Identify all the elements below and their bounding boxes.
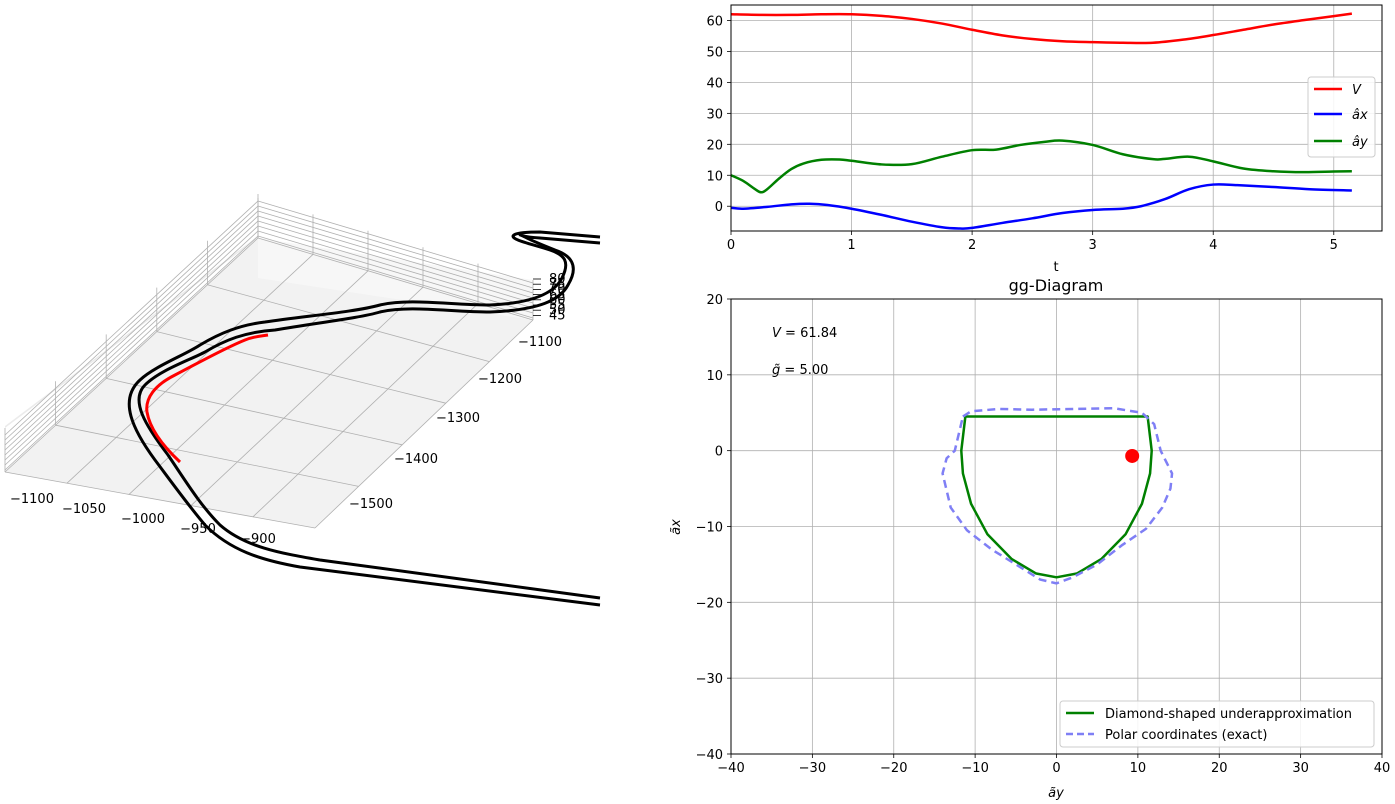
wall-grid-line bbox=[4, 220, 259, 456]
gg-x-tick: 10 bbox=[1130, 761, 1147, 776]
floor-grid-line bbox=[207, 284, 490, 362]
gg-x-tick: 40 bbox=[1374, 761, 1391, 776]
gg-y-tick: −10 bbox=[696, 521, 723, 536]
track-y-tick: −1200 bbox=[478, 372, 522, 387]
ts-series-line-2 bbox=[730, 139, 1352, 194]
floor-grid-line bbox=[314, 319, 534, 529]
ts-x-tick: 1 bbox=[847, 238, 855, 253]
ts-y-tick: 0 bbox=[715, 200, 723, 215]
gg-legend: Diamond-shaped underapproximation Polar … bbox=[1059, 700, 1375, 748]
wall-grid-line bbox=[4, 215, 259, 451]
ts-xlabel: t bbox=[1053, 260, 1058, 275]
gg-y-tick: 20 bbox=[706, 293, 723, 308]
gg-current-point bbox=[1125, 448, 1140, 463]
track-3d-plot: −1100−1050−1000−950−900−1100−1200−1300−1… bbox=[4, 194, 601, 607]
gg-x-tick: 30 bbox=[1292, 761, 1309, 776]
ts-y-tick: 50 bbox=[706, 45, 723, 60]
floor-grid-line bbox=[252, 303, 479, 518]
ts-series-line-1 bbox=[730, 183, 1352, 230]
driven-path bbox=[145, 333, 269, 464]
gg-x-tick: −40 bbox=[717, 761, 744, 776]
ts-legend: V âx ây bbox=[1307, 76, 1376, 158]
ts-x-tick: 3 bbox=[1089, 238, 1097, 253]
ts-y-tick: 30 bbox=[706, 107, 723, 122]
gg-x-tick: −30 bbox=[799, 761, 826, 776]
track-z-tick: 55 bbox=[549, 298, 566, 313]
wall-grid-line bbox=[4, 210, 259, 446]
track-boundary-outer bbox=[137, 233, 601, 600]
wall-grid-line bbox=[257, 220, 534, 304]
gg-series-line-0 bbox=[960, 415, 1153, 579]
ts-y-tick: 10 bbox=[706, 169, 723, 184]
wall-grid-line bbox=[4, 200, 259, 436]
wall-grid-line bbox=[4, 230, 259, 466]
gg-annotation-g: g̃ = 5.00 bbox=[772, 363, 828, 378]
ts-y-tick: 20 bbox=[706, 138, 723, 153]
ts-legend-ax: âx bbox=[1352, 108, 1368, 123]
floor-grid-line bbox=[4, 471, 316, 529]
ts-x-tick: 0 bbox=[727, 238, 735, 253]
wall-grid-line bbox=[257, 205, 534, 289]
gg-xlabel: ãy bbox=[1048, 786, 1064, 801]
wall-grid-line bbox=[257, 225, 534, 309]
gg-ylabel: ãx bbox=[669, 519, 684, 535]
track-z-tick: 50 bbox=[549, 303, 566, 318]
gg-grid bbox=[730, 298, 1383, 755]
ts-y-tick: 40 bbox=[706, 76, 723, 91]
floor-grid-line bbox=[190, 286, 424, 506]
gg-y-tick: 10 bbox=[706, 369, 723, 384]
floor-grid-line bbox=[55, 424, 359, 487]
gg-y-tick: 0 bbox=[715, 445, 723, 460]
gg-legend-diamond: Diamond-shaped underapproximation bbox=[1105, 707, 1352, 722]
gg-x-tick: −10 bbox=[961, 761, 988, 776]
gg-diagram-plot: gg-Diagram −40 −30 −20 −10 0 10 20 30 40 20 10 0 −10… bbox=[669, 276, 1390, 801]
ts-y-tick: 60 bbox=[706, 14, 723, 29]
ticks-3d: −1100−1050−1000−950−900−1100−1200−1300−1… bbox=[10, 272, 566, 547]
ts-x-tick: 4 bbox=[1209, 238, 1217, 253]
wall-grid-line bbox=[4, 205, 259, 441]
track-boundary-inner bbox=[127, 230, 601, 607]
wall-grid-line bbox=[4, 235, 259, 471]
wall-grid-line bbox=[4, 225, 259, 461]
wall-grid-line bbox=[257, 200, 534, 284]
wall-grid-line bbox=[257, 210, 534, 294]
ts-legend-ay: ây bbox=[1352, 135, 1368, 150]
floor-grid-line bbox=[4, 237, 259, 473]
ts-axes-frame bbox=[730, 4, 1383, 232]
gg-x-tick: −20 bbox=[880, 761, 907, 776]
track-x-tick: −1100 bbox=[10, 492, 54, 507]
ts-lines bbox=[730, 12, 1353, 230]
track-y-tick: −1300 bbox=[436, 411, 480, 426]
wall-grid-line bbox=[257, 215, 534, 299]
gg-lines bbox=[941, 406, 1174, 585]
gg-series-line-1 bbox=[941, 406, 1174, 585]
gg-x-tick: 20 bbox=[1211, 761, 1228, 776]
ts-x-tick: 5 bbox=[1330, 238, 1338, 253]
track-x-tick: −1050 bbox=[62, 502, 106, 517]
track-z-tick: 60 bbox=[549, 293, 566, 308]
gg-y-tick: −20 bbox=[696, 596, 723, 611]
gg-y-tick: −30 bbox=[696, 672, 723, 687]
ts-legend-v: V bbox=[1352, 83, 1362, 98]
gg-annotation-velocity: V = 61.84 bbox=[772, 326, 837, 341]
wall-grid-line bbox=[257, 230, 534, 314]
track-z-tick: 80 bbox=[549, 272, 566, 287]
gg-legend-polar: Polar coordinates (exact) bbox=[1105, 728, 1267, 743]
track-z-tick: 45 bbox=[549, 308, 566, 323]
gg-y-tick: −40 bbox=[696, 748, 723, 763]
gg-x-tick: 0 bbox=[1052, 761, 1060, 776]
track-y-tick: −1400 bbox=[394, 452, 438, 467]
track-y-tick: −1100 bbox=[518, 335, 562, 350]
track-y-tick: −1500 bbox=[349, 497, 393, 512]
track-x-tick: −1000 bbox=[121, 512, 165, 527]
ts-series-line-0 bbox=[730, 12, 1353, 45]
gg-title: gg-Diagram bbox=[1009, 276, 1104, 295]
gg-ticks: −40 −30 −20 −10 0 10 20 30 40 20 10 0 −10 −20 −30 −40 bbox=[696, 293, 1391, 776]
ts-x-tick: 2 bbox=[968, 238, 976, 253]
ts-grid bbox=[730, 5, 1382, 231]
